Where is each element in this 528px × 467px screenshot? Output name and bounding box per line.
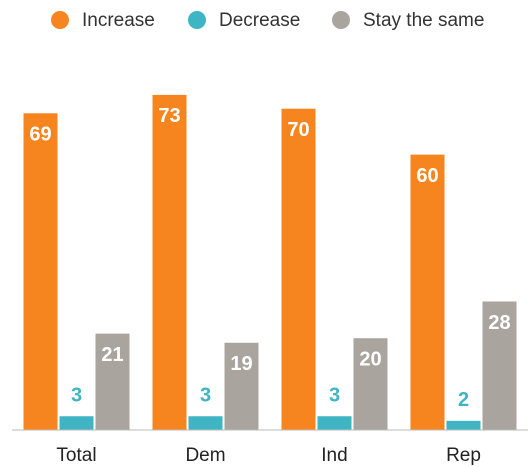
legend-label: Increase — [82, 10, 155, 31]
bar — [224, 342, 259, 430]
data-label: 3 — [71, 385, 82, 407]
x-tick-label: Total — [56, 445, 96, 466]
data-label: 60 — [416, 165, 438, 187]
bar — [281, 108, 316, 430]
bar — [317, 416, 352, 430]
data-label: 19 — [230, 353, 252, 375]
legend-swatch — [51, 11, 69, 29]
legend-swatch — [332, 11, 350, 29]
data-label: 2 — [458, 389, 469, 411]
data-label: 69 — [29, 124, 51, 146]
bar — [482, 301, 517, 430]
legend-label: Decrease — [219, 10, 300, 31]
bar — [95, 333, 130, 430]
x-tick-label: Dem — [185, 445, 225, 466]
x-tick-label: Ind — [321, 445, 347, 466]
bar — [410, 154, 445, 430]
data-label: 28 — [488, 312, 510, 334]
data-label: 20 — [359, 348, 381, 370]
legend-swatch — [188, 11, 206, 29]
bar — [23, 113, 58, 430]
data-label: 73 — [158, 105, 180, 127]
x-tick-label: Rep — [446, 445, 481, 466]
bar — [152, 94, 187, 431]
bar — [353, 338, 388, 430]
data-label: 70 — [287, 119, 309, 141]
bar — [446, 420, 481, 430]
data-label: 21 — [101, 344, 123, 366]
data-label: 3 — [200, 385, 211, 407]
bar — [59, 416, 94, 430]
data-label: 3 — [329, 385, 340, 407]
legend-label: Stay the same — [363, 10, 484, 31]
bar — [188, 416, 223, 430]
